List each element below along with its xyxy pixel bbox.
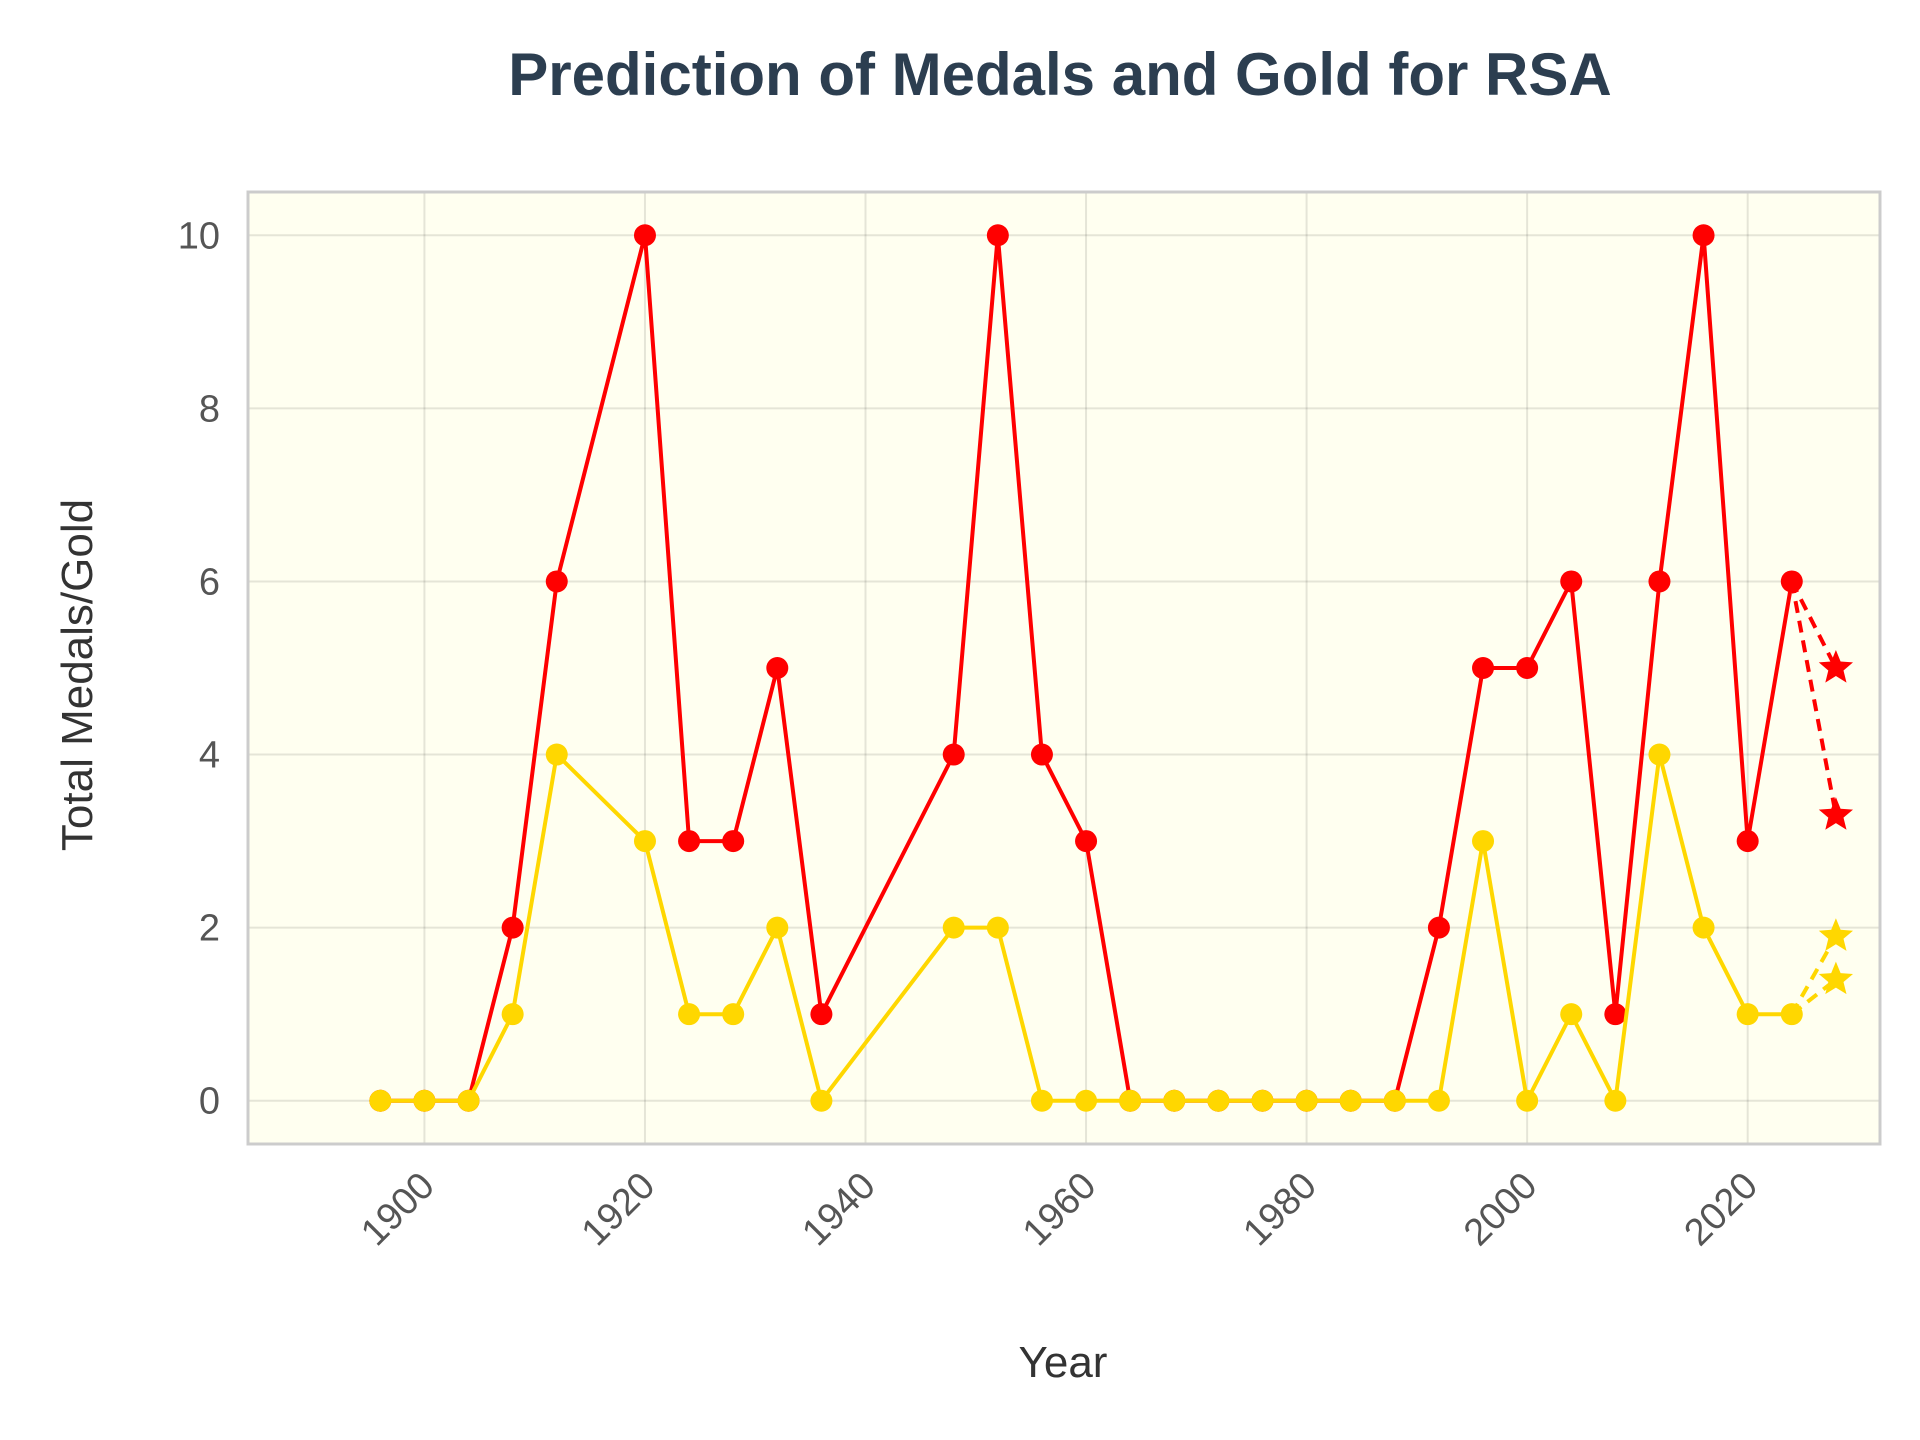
data-point-total: [1516, 657, 1539, 679]
plot-frame: [246, 190, 1882, 1146]
data-point-total: [633, 224, 656, 247]
data-point-total: [1648, 570, 1671, 593]
data-point-gold: [942, 916, 965, 939]
y-tick-label: 6: [199, 561, 220, 603]
data-point-gold: [1207, 1089, 1230, 1112]
data-point-total: [678, 830, 701, 853]
y-axis-ticks: 0 2 4 6 8 10: [178, 215, 220, 1122]
x-tick-label: 1900: [353, 1165, 442, 1254]
data-point-gold: [1604, 1089, 1627, 1112]
data-point-total: [501, 916, 524, 939]
data-point-gold: [1339, 1089, 1362, 1112]
prediction-line-gold: [1790, 935, 1838, 1016]
data-point-gold: [1736, 1003, 1759, 1026]
data-point-gold: [1560, 1003, 1583, 1026]
data-point-gold: [1648, 743, 1671, 766]
data-point-gold: [413, 1089, 436, 1112]
data-point-gold: [1472, 830, 1495, 853]
data-point-gold: [457, 1089, 480, 1112]
data-point-gold: [722, 1003, 745, 1026]
data-point-total: [810, 1003, 833, 1026]
data-point-gold: [1163, 1089, 1186, 1112]
y-tick-label: 2: [199, 908, 220, 950]
x-tick-label: 1940: [794, 1165, 883, 1254]
y-tick-label: 10: [178, 215, 220, 257]
y-tick-label: 0: [199, 1081, 220, 1123]
prediction-line-total: [1790, 580, 1838, 669]
series-gold: [369, 743, 1853, 1112]
data-point-total: [1427, 916, 1450, 939]
data-point-total: [1560, 570, 1583, 593]
data-point-total: [986, 224, 1009, 247]
x-tick-label: 1980: [1235, 1165, 1324, 1254]
prediction-marker-gold: [1818, 961, 1853, 995]
data-point-gold: [1516, 1089, 1539, 1112]
chart-title: Prediction of Medals and Gold for RSA: [508, 41, 1612, 108]
prediction-marker-total: [1818, 650, 1853, 683]
x-tick-label: 1920: [574, 1165, 663, 1254]
data-point-gold: [678, 1003, 701, 1026]
data-point-total: [942, 743, 965, 766]
data-point-gold: [1427, 1089, 1450, 1112]
data-point-total: [1472, 657, 1495, 679]
data-point-gold: [1251, 1089, 1274, 1112]
prediction-marker-gold: [1818, 918, 1853, 951]
data-point-gold: [1075, 1089, 1098, 1112]
y-tick-label: 4: [199, 735, 220, 777]
x-tick-label: 2020: [1677, 1165, 1766, 1254]
data-point-gold: [369, 1089, 392, 1112]
x-axis-ticks: 1900 1920 1940 1960 1980 2000 2020: [353, 1165, 1766, 1254]
data-point-gold: [1030, 1089, 1053, 1112]
y-tick-label: 8: [199, 388, 220, 430]
data-point-gold: [633, 830, 656, 853]
data-point-gold: [501, 1003, 524, 1026]
data-point-total: [545, 570, 568, 593]
data-point-total: [1692, 224, 1715, 247]
data-point-gold: [1295, 1089, 1318, 1112]
data-point-total: [722, 830, 745, 853]
data-point-total: [766, 657, 789, 679]
data-point-gold: [810, 1089, 833, 1112]
plot-area: [248, 192, 1880, 1144]
prediction-marker-total: [1818, 797, 1853, 830]
data-point-gold: [766, 916, 789, 939]
data-point-gold: [986, 916, 1009, 939]
data-point-total: [1604, 1003, 1627, 1026]
data-point-total: [1030, 743, 1053, 766]
data-point-total: [1075, 830, 1098, 853]
data-point-gold: [1692, 916, 1715, 939]
x-tick-label: 2000: [1456, 1165, 1545, 1254]
series-layer: [369, 224, 1853, 1112]
series-line-gold: [380, 752, 1792, 1103]
data-point-gold: [545, 743, 568, 766]
data-point-gold: [1119, 1089, 1142, 1112]
x-axis-label: Year: [1018, 1338, 1108, 1387]
data-point-total: [1736, 830, 1759, 853]
x-tick-label: 1960: [1015, 1165, 1104, 1254]
data-point-gold: [1383, 1089, 1406, 1112]
